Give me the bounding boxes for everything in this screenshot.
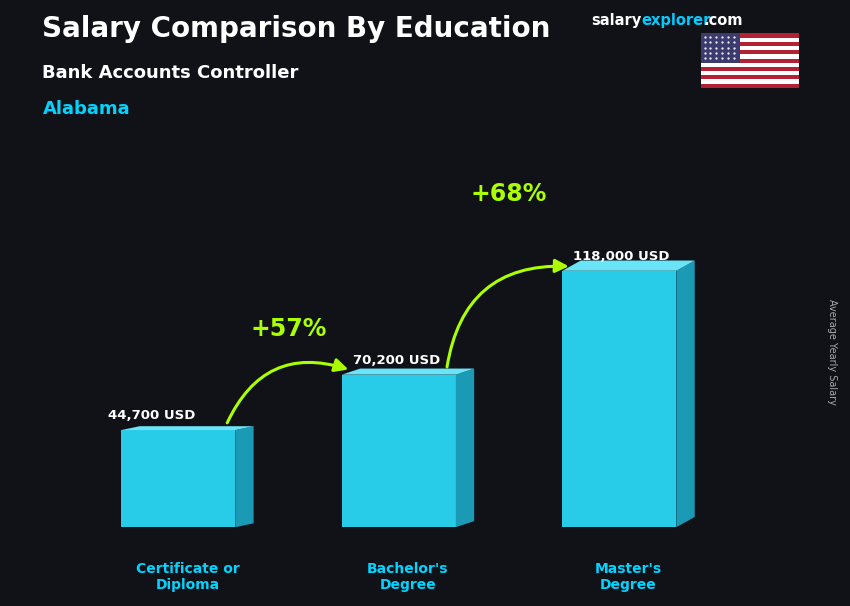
Text: +68%: +68%	[471, 182, 547, 206]
Bar	[701, 62, 799, 67]
Polygon shape	[677, 261, 694, 527]
Bar	[701, 71, 799, 75]
Bar	[563, 271, 677, 527]
Text: Average Yearly Salary: Average Yearly Salary	[827, 299, 837, 404]
Polygon shape	[563, 261, 694, 271]
Text: Bank Accounts Controller: Bank Accounts Controller	[42, 64, 299, 82]
Polygon shape	[342, 368, 474, 375]
Bar	[701, 46, 799, 50]
Text: Bachelor's
Degree: Bachelor's Degree	[367, 562, 449, 592]
Text: 44,700 USD: 44,700 USD	[109, 410, 196, 422]
Text: Certificate or
Diploma: Certificate or Diploma	[136, 562, 240, 592]
Bar	[701, 33, 740, 62]
Polygon shape	[235, 426, 253, 527]
Bar	[122, 430, 235, 527]
Text: Master's
Degree: Master's Degree	[595, 562, 662, 592]
Text: Salary Comparison By Education: Salary Comparison By Education	[42, 15, 551, 43]
Bar	[701, 38, 799, 42]
Text: salary: salary	[591, 13, 641, 28]
Text: .com: .com	[704, 13, 743, 28]
Polygon shape	[122, 426, 253, 430]
Text: Alabama: Alabama	[42, 100, 130, 118]
Bar	[701, 79, 799, 84]
Bar	[701, 84, 799, 88]
Bar	[701, 59, 799, 62]
Bar	[342, 375, 456, 527]
Bar	[701, 50, 799, 55]
Text: 118,000 USD: 118,000 USD	[574, 250, 670, 263]
Bar	[701, 33, 799, 38]
Text: explorer: explorer	[642, 13, 711, 28]
Text: +57%: +57%	[251, 317, 326, 341]
Bar	[701, 75, 799, 79]
Bar	[701, 42, 799, 46]
Text: 70,200 USD: 70,200 USD	[353, 354, 440, 367]
Polygon shape	[456, 368, 474, 527]
Bar	[701, 67, 799, 71]
Bar	[701, 55, 799, 59]
